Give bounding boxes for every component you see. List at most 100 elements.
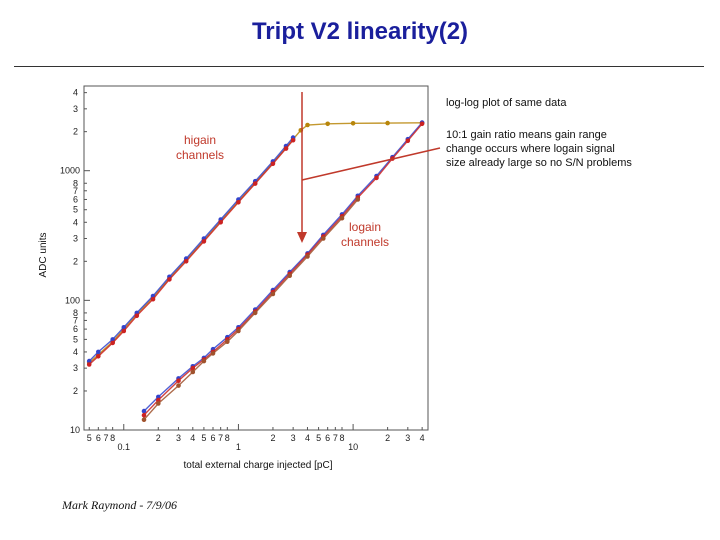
x-tick-label: 6	[210, 433, 215, 443]
y-tick-label: 3	[73, 104, 78, 114]
data-point	[385, 120, 390, 126]
y-tick-label: 2	[73, 127, 78, 137]
data-point	[121, 328, 127, 334]
data-point	[270, 291, 276, 297]
y-tick-label: 3	[73, 233, 78, 243]
data-point	[236, 200, 241, 205]
data-point	[252, 310, 258, 316]
y-tick-label: 10	[70, 425, 80, 435]
data-point	[141, 417, 147, 423]
y-tick-label: 5	[73, 334, 78, 344]
y-tick-label: 4	[73, 347, 78, 357]
x-axis-title: total external charge injected [pC]	[184, 460, 333, 471]
data-point	[225, 339, 230, 345]
data-point	[287, 273, 293, 279]
data-point	[156, 397, 161, 403]
higain-label-2: channels	[175, 148, 225, 162]
data-point	[150, 296, 156, 302]
logain-label-1: logain	[348, 220, 382, 234]
higain-callout-arrowhead	[297, 232, 307, 243]
data-point	[86, 358, 92, 364]
data-point	[183, 259, 189, 264]
x-tick-label: 8	[225, 433, 230, 443]
x-tick-label: 0.1	[118, 442, 131, 452]
data-point	[141, 408, 147, 414]
data-point	[283, 146, 289, 151]
y-tick-label: 5	[73, 205, 78, 215]
data-point	[305, 122, 310, 128]
higain-callout: higain channels	[162, 133, 238, 163]
data-point	[218, 220, 223, 225]
data-point	[236, 328, 241, 334]
gain-ratio-line-3: size already large so no S/N problems	[446, 157, 632, 169]
data-point	[339, 215, 345, 221]
title-divider	[14, 66, 704, 67]
slide-title: Tript V2 linearity(2)	[251, 18, 469, 45]
footer-author: Mark Raymond - 7/9/06	[62, 498, 177, 512]
data-point	[156, 401, 161, 406]
x-tick-label: 8	[110, 433, 115, 443]
data-point	[190, 369, 196, 375]
x-tick-label: 3	[405, 433, 410, 443]
y-tick-label: 6	[73, 324, 78, 334]
x-tick-label: 4	[305, 433, 310, 443]
logain-callout: logain channels	[327, 220, 403, 250]
data-point	[141, 412, 147, 418]
x-tick-label: 4	[190, 433, 195, 443]
x-tick-label: 2	[156, 433, 161, 443]
gain-ratio-line-2: change occurs where logain signal	[446, 143, 615, 155]
x-tick-label: 2	[385, 433, 390, 443]
data-point	[176, 378, 181, 384]
x-tick-label: 7	[218, 433, 223, 443]
data-point	[305, 254, 310, 259]
data-point	[201, 358, 207, 364]
y-tick-label: 8	[73, 178, 78, 188]
logain-label-2: channels	[340, 235, 390, 249]
y-tick-label: 8	[73, 308, 78, 318]
series-line	[88, 137, 294, 362]
x-tick-label: 6	[325, 433, 330, 443]
x-tick-label: 8	[339, 433, 344, 443]
y-tick-label: 7	[73, 315, 78, 325]
y-tick-label: 1000	[60, 166, 80, 176]
data-point	[86, 362, 92, 367]
x-tick-label: 2	[270, 433, 275, 443]
y-tick-label: 100	[65, 295, 80, 305]
y-axis-title: ADC units	[38, 232, 49, 277]
data-point	[134, 313, 140, 319]
y-tick-label: 3	[73, 363, 78, 373]
data-point	[350, 121, 356, 126]
data-point	[121, 325, 127, 330]
x-tick-label: 3	[176, 433, 181, 443]
x-tick-label: 7	[333, 433, 338, 443]
data-point	[252, 181, 258, 186]
data-point	[321, 236, 326, 241]
y-tick-label: 4	[73, 88, 78, 98]
x-tick-label: 5	[87, 433, 92, 443]
data-point	[167, 277, 172, 282]
data-point	[419, 121, 425, 127]
data-point	[374, 175, 379, 181]
x-tick-label: 3	[291, 433, 296, 443]
series-line	[143, 122, 423, 412]
gain-ratio-note: 10:1 gain ratio means gain range change …	[446, 128, 632, 170]
data-point	[290, 137, 296, 143]
x-tick-label: 10	[348, 442, 358, 452]
data-point	[110, 340, 115, 346]
gain-ratio-line-1: 10:1 gain ratio means gain range	[446, 129, 607, 141]
x-tick-label: 4	[420, 433, 425, 443]
data-point	[176, 383, 181, 388]
x-tick-label: 7	[103, 433, 108, 443]
data-point	[355, 197, 361, 202]
y-tick-label: 2	[73, 256, 78, 266]
x-tick-label: 1	[236, 442, 241, 452]
data-point	[190, 365, 196, 371]
data-point	[325, 121, 331, 127]
plot-area-border	[83, 85, 429, 431]
y-tick-label: 4	[73, 217, 78, 227]
data-point	[270, 161, 276, 167]
data-point	[405, 138, 411, 144]
data-point	[110, 337, 115, 342]
y-tick-label: 6	[73, 194, 78, 204]
